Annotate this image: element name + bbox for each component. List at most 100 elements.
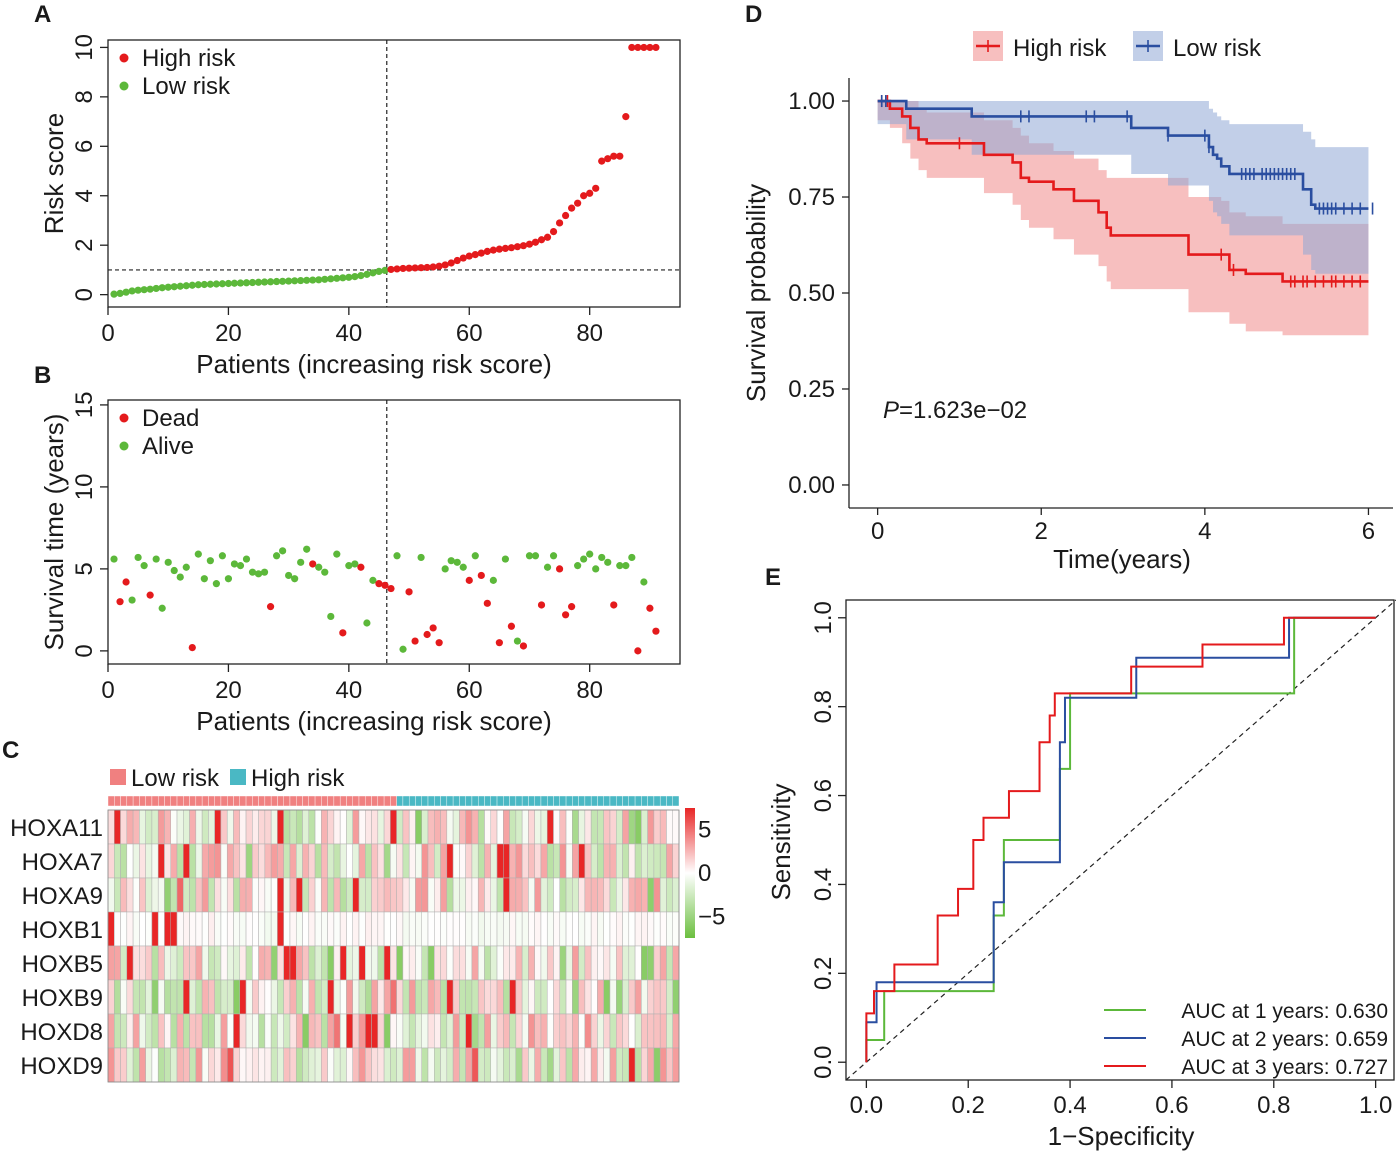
legend-marker bbox=[119, 53, 129, 63]
heatmap-cell bbox=[120, 1013, 128, 1049]
heatmap-cell bbox=[114, 911, 121, 947]
survival-point bbox=[260, 568, 269, 576]
heatmap-cell bbox=[408, 1047, 416, 1083]
heatmap-cell bbox=[609, 809, 617, 845]
risk-group-cell bbox=[283, 795, 291, 807]
x-tick-label: 0 bbox=[101, 677, 114, 704]
survival-point bbox=[459, 563, 467, 571]
legend-marker bbox=[119, 441, 129, 451]
heatmap-cell bbox=[208, 1013, 215, 1049]
heatmap-cell bbox=[666, 1013, 673, 1049]
heatmap-cell bbox=[302, 945, 310, 981]
heatmap-cell bbox=[471, 843, 479, 879]
survival-point bbox=[369, 576, 377, 584]
risk-point bbox=[586, 189, 594, 197]
x-tick-label: 0.4 bbox=[1053, 1092, 1086, 1119]
heatmap-cell bbox=[358, 1047, 366, 1083]
risk-point bbox=[580, 192, 588, 200]
heatmap-cell bbox=[352, 1013, 360, 1049]
heatmap-cell bbox=[528, 1013, 535, 1049]
heatmap-cell bbox=[126, 1013, 134, 1049]
heatmap-cell bbox=[484, 911, 492, 947]
survival-point bbox=[345, 562, 353, 570]
panel-D: 0 2 4 6 0.00 0.25 0.50 0.75 1.00 Time(years) Survi… bbox=[741, 31, 1393, 574]
x-tick-label: 0.2 bbox=[952, 1092, 985, 1119]
risk-group-cell bbox=[327, 795, 335, 807]
x-tick-label: 60 bbox=[456, 677, 483, 704]
heatmap-cell bbox=[553, 843, 561, 879]
heatmap-cell bbox=[327, 911, 335, 947]
risk-point bbox=[610, 152, 618, 160]
heatmap-cell bbox=[383, 911, 391, 947]
risk-point bbox=[242, 279, 251, 287]
heatmap-cell bbox=[358, 809, 366, 845]
heatmap-cell bbox=[534, 843, 542, 879]
risk-group-cell bbox=[302, 795, 309, 807]
heatmap-cell bbox=[164, 1013, 171, 1049]
risk-group-cell bbox=[390, 795, 397, 807]
heatmap-cell bbox=[616, 1013, 623, 1049]
y-tick-label: 0 bbox=[71, 288, 98, 301]
heatmap-cell bbox=[145, 979, 153, 1015]
heatmap-cell bbox=[641, 1013, 648, 1049]
heatmap-cell bbox=[226, 1047, 234, 1083]
heatmap-cell bbox=[634, 979, 642, 1015]
heatmap-cell bbox=[634, 843, 642, 879]
heatmap-cell bbox=[333, 979, 341, 1015]
heatmap-cell bbox=[270, 945, 278, 981]
heatmap-cell bbox=[396, 979, 404, 1015]
p-value-annotation: P=1.623e−02 bbox=[883, 397, 1027, 424]
heatmap-cell bbox=[402, 877, 410, 913]
risk-group-cell bbox=[572, 795, 579, 807]
survival-point bbox=[586, 550, 594, 558]
risk-group-cell bbox=[616, 795, 623, 807]
heatmap-cell bbox=[559, 945, 567, 981]
risk-group-cell bbox=[358, 795, 366, 807]
heatmap-cell bbox=[201, 1013, 209, 1049]
heatmap-cell bbox=[201, 945, 209, 981]
risk-point bbox=[345, 273, 353, 281]
heatmap-cell bbox=[609, 979, 617, 1015]
heatmap-cell bbox=[333, 911, 341, 947]
survival-point bbox=[640, 578, 648, 586]
heatmap-cell bbox=[609, 1013, 617, 1049]
survival-point bbox=[303, 545, 311, 553]
risk-group-cell bbox=[628, 795, 636, 807]
risk-point bbox=[453, 256, 461, 265]
heatmap-cell bbox=[289, 877, 297, 913]
heatmap-cell bbox=[565, 911, 573, 947]
heatmap-cell bbox=[408, 843, 416, 879]
heatmap-cell bbox=[540, 843, 548, 879]
heatmap-cell bbox=[139, 809, 146, 845]
heatmap-cell bbox=[415, 1047, 422, 1083]
heatmap-cell bbox=[151, 877, 159, 913]
heatmap-cell bbox=[289, 809, 297, 845]
heatmap-cell bbox=[107, 809, 115, 845]
risk-point bbox=[339, 274, 347, 282]
heatmap-cell bbox=[239, 911, 247, 947]
heatmap-cell bbox=[321, 1047, 328, 1083]
heatmap-cell bbox=[584, 979, 592, 1015]
heatmap-cell bbox=[578, 877, 586, 913]
heatmap-cell bbox=[484, 945, 492, 981]
heatmap-cell bbox=[264, 911, 272, 947]
heatmap-cell bbox=[553, 877, 561, 913]
heatmap-cell bbox=[572, 1047, 579, 1083]
heatmap-cell bbox=[176, 1013, 184, 1049]
heatmap-cell bbox=[427, 877, 435, 913]
heatmap-cell bbox=[139, 843, 146, 879]
x-tick-label: 0.0 bbox=[850, 1092, 883, 1119]
heatmap-cell bbox=[371, 979, 379, 1015]
heatmap-cell bbox=[107, 911, 115, 947]
heatmap-cell bbox=[277, 979, 284, 1015]
risk-group-cell bbox=[346, 795, 353, 807]
risk-group-cell bbox=[584, 795, 592, 807]
heatmap-cell bbox=[233, 843, 241, 879]
risk-group-cell bbox=[408, 795, 416, 807]
heatmap-cell bbox=[634, 945, 642, 981]
heatmap-cell bbox=[452, 1047, 460, 1083]
heatmap-cell bbox=[183, 809, 190, 845]
heatmap-cell bbox=[672, 979, 680, 1015]
heatmap-cell bbox=[402, 843, 410, 879]
risk-point bbox=[110, 290, 118, 298]
